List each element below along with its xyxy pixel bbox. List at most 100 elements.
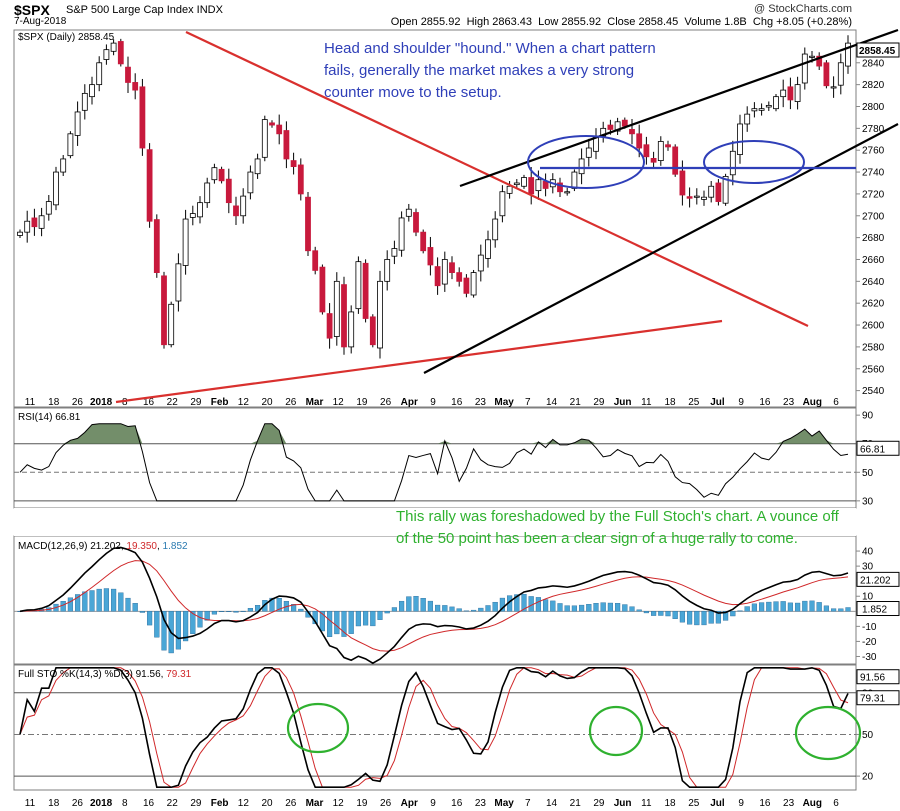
macd-histogram-bar bbox=[831, 608, 837, 612]
macd-histogram-bar bbox=[802, 600, 808, 612]
macd-hist-last-value-label: 1.852 bbox=[862, 605, 887, 616]
bottom-x-tick-label: 29 bbox=[190, 798, 202, 809]
candle-body bbox=[521, 177, 527, 187]
candle bbox=[348, 305, 355, 354]
macd-histogram-bar bbox=[406, 596, 412, 612]
chart-date: 7-Aug-2018 bbox=[14, 16, 67, 27]
candle-body bbox=[672, 146, 679, 175]
y-tick-label: 30 bbox=[862, 496, 874, 507]
candle bbox=[672, 144, 679, 177]
candle bbox=[801, 47, 808, 90]
macd-histogram-bar bbox=[240, 610, 246, 612]
macd-last-value-box bbox=[856, 571, 900, 587]
y-tick-label: 2800 bbox=[862, 102, 885, 113]
macd-histogram-bar bbox=[327, 611, 333, 637]
candle bbox=[463, 274, 470, 298]
price-last-value-label: 2858.45 bbox=[859, 46, 896, 57]
macd-histogram-bar bbox=[82, 591, 88, 612]
price-x-tick-label: Apr bbox=[401, 397, 418, 408]
price-x-tick-label: 26 bbox=[285, 397, 297, 408]
candle bbox=[434, 257, 441, 295]
macd-histogram-bar bbox=[298, 608, 304, 612]
macd-histogram-bar bbox=[838, 608, 844, 612]
y-tick-label: 2740 bbox=[862, 168, 885, 179]
macd-histogram-bar bbox=[535, 597, 542, 612]
rsi-overbought-fill bbox=[20, 423, 848, 444]
price-x-tick-label: 23 bbox=[475, 397, 487, 408]
candle-body bbox=[31, 217, 38, 228]
candle bbox=[513, 179, 520, 189]
candle-body bbox=[38, 215, 45, 229]
candle-body bbox=[254, 158, 261, 175]
macd-histogram-bar bbox=[823, 605, 830, 612]
macd-histogram-bar bbox=[269, 597, 275, 612]
macd-histogram-bar bbox=[766, 601, 772, 612]
y-tick-label: 2760 bbox=[862, 146, 885, 157]
candle bbox=[765, 101, 772, 111]
macd-histogram-bar bbox=[139, 611, 146, 613]
candle bbox=[708, 181, 715, 203]
macd-histogram-bar bbox=[679, 611, 686, 623]
y-tick-label: 2660 bbox=[862, 255, 885, 266]
candle-body bbox=[117, 41, 124, 65]
candle-body bbox=[269, 122, 275, 126]
macd-histogram-bar bbox=[254, 605, 261, 612]
price-x-tick-label: 6 bbox=[833, 397, 839, 408]
price-x-tick-label: 12 bbox=[238, 397, 250, 408]
candle-body bbox=[535, 179, 542, 192]
candle-body bbox=[283, 130, 290, 160]
macd-histogram-bar bbox=[377, 611, 383, 620]
green-bounce-circle-2 bbox=[794, 705, 862, 761]
candle bbox=[240, 188, 247, 224]
bottom-x-tick-label: 8 bbox=[122, 798, 128, 809]
macd-histogram-bar bbox=[118, 592, 124, 612]
price-x-tick-label: 29 bbox=[190, 397, 202, 408]
candle-body bbox=[708, 185, 715, 198]
candle-body bbox=[722, 176, 729, 204]
candle-body bbox=[225, 178, 232, 204]
candle-body bbox=[578, 158, 585, 175]
candle-body bbox=[449, 262, 455, 273]
candle-body bbox=[247, 171, 254, 194]
full-stoch-annotation: This rally was foreshadowed by the Full … bbox=[396, 508, 839, 547]
price-x-tick-label: 20 bbox=[261, 397, 273, 408]
candle-body bbox=[74, 111, 81, 136]
candle-body bbox=[362, 262, 369, 319]
candle bbox=[780, 79, 787, 108]
candle-body bbox=[413, 212, 419, 233]
candle-body bbox=[139, 86, 146, 149]
candle bbox=[369, 314, 376, 348]
candle-body bbox=[434, 266, 441, 287]
macd-histogram-bar bbox=[463, 610, 470, 612]
bottom-x-tick-label: 9 bbox=[430, 798, 436, 809]
candle-body bbox=[211, 167, 218, 181]
candlestick-series bbox=[17, 35, 851, 359]
bottom-x-tick-label: 25 bbox=[688, 798, 700, 809]
candle bbox=[261, 115, 268, 162]
candle bbox=[787, 77, 794, 110]
candle bbox=[413, 208, 419, 237]
candle-body bbox=[765, 105, 772, 108]
bottom-x-tick-label: 21 bbox=[570, 798, 582, 809]
macd-histogram-bar bbox=[197, 611, 203, 628]
macd-histogram-bar bbox=[399, 600, 405, 612]
macd-histogram-bar bbox=[182, 611, 189, 642]
candle bbox=[333, 272, 340, 346]
macd-histogram-bar bbox=[74, 594, 81, 612]
candle-body bbox=[326, 313, 333, 339]
sto-d-last-value-box bbox=[856, 690, 900, 706]
candle bbox=[794, 76, 801, 110]
y-tick-label: 50 bbox=[862, 468, 874, 479]
price-x-tick-label: 19 bbox=[356, 397, 368, 408]
price-x-tick-label: 16 bbox=[759, 397, 771, 408]
candle-body bbox=[607, 124, 614, 130]
price-x-tick-label: 21 bbox=[570, 397, 582, 408]
candle bbox=[132, 73, 139, 100]
candle-body bbox=[585, 147, 592, 158]
bottom-x-tick-label: Mar bbox=[306, 798, 324, 809]
candle bbox=[657, 136, 664, 166]
candle-body bbox=[276, 124, 283, 135]
candle-body bbox=[441, 259, 448, 285]
y-tick-label: 40 bbox=[862, 547, 874, 558]
bottom-x-tick-label: 16 bbox=[143, 798, 155, 809]
